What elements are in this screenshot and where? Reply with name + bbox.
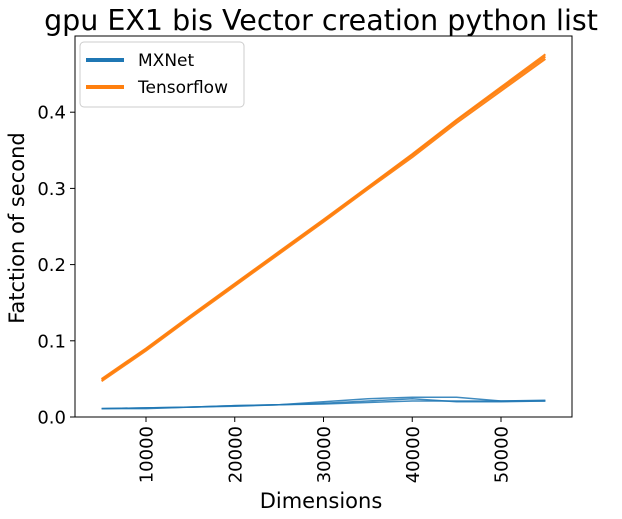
y-tick-label: 0.4 xyxy=(37,103,66,124)
legend: MXNet Tensorflow xyxy=(79,41,245,108)
legend-label-tensorflow: Tensorflow xyxy=(137,78,228,98)
x-axis-ticks: 10000 20000 30000 40000 50000 xyxy=(137,417,513,483)
x-axis-label: Dimensions xyxy=(260,489,383,513)
series-line-tensorflow-run-1 xyxy=(101,58,546,383)
y-axis-ticks: 0.0 0.1 0.2 0.3 0.4 xyxy=(37,103,75,429)
x-tick-label: 20000 xyxy=(225,426,246,483)
y-tick-label: 0.1 xyxy=(37,331,66,352)
series-line-mxnet-run-3 xyxy=(101,400,546,410)
x-tick-label: 50000 xyxy=(492,426,513,483)
plot-marks xyxy=(101,53,546,410)
chart-title: gpu EX1 bis Vector creation python list xyxy=(44,4,598,37)
y-tick-label: 0.2 xyxy=(37,255,66,276)
series-line-tensorflow-run-3 xyxy=(101,53,546,380)
y-tick-label: 0.3 xyxy=(37,179,66,200)
x-tick-label: 30000 xyxy=(314,426,335,483)
x-tick-label: 10000 xyxy=(137,426,158,483)
y-axis-label: Fatction of second xyxy=(5,132,29,324)
x-tick-label: 40000 xyxy=(403,426,424,483)
legend-label-mxnet: MXNet xyxy=(138,51,194,71)
y-tick-label: 0.0 xyxy=(37,408,66,429)
